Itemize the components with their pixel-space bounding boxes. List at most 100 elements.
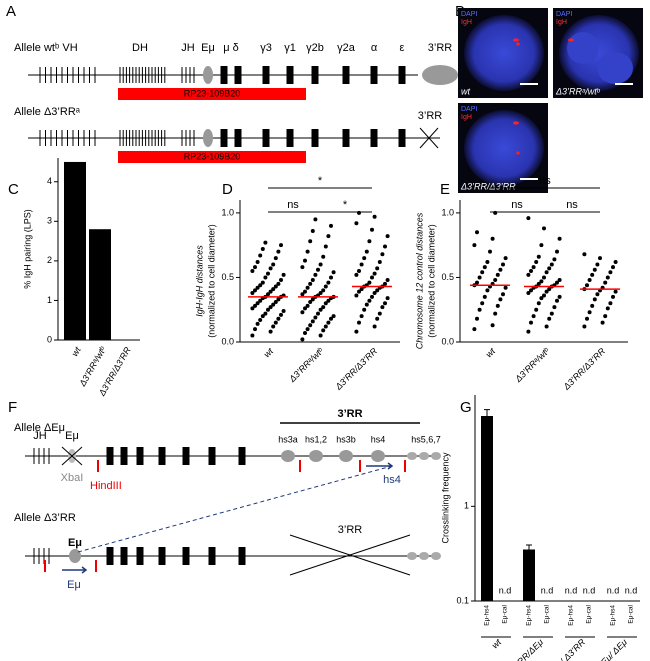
gene-box [106,547,114,565]
data-point [276,281,281,286]
data-point [268,289,273,294]
data-point [595,262,600,267]
hs-oval [431,552,441,560]
data-point [495,303,500,308]
deletion-cross [289,534,411,576]
gene-box [262,129,270,147]
bar [481,416,493,601]
data-point [308,323,313,328]
data-point [255,259,260,264]
data-point [260,314,265,319]
data-point [255,285,260,290]
hs-label: hs1,2 [305,434,327,444]
data-point [331,270,336,275]
data-point [318,307,323,312]
data-point [529,269,533,273]
igh-spot [516,151,520,155]
primer-label: Eμ [67,579,81,591]
value-label: n.d [565,585,578,595]
data-point [271,302,276,307]
data-point [544,289,549,294]
label: Eμ [65,430,79,442]
channel-label: DAPI [461,106,477,113]
data-point [279,278,283,283]
gene-box [136,447,144,465]
data-point [552,257,557,262]
data-point [477,275,482,280]
data-point [552,305,557,310]
label: Allele wtᵇ [14,42,59,54]
data-point [372,324,377,329]
data-point [276,297,281,302]
segment-label: γ3 [260,42,272,54]
gene-box [238,547,246,565]
data-point [273,284,278,289]
data-point [321,254,326,259]
segment-label: 3’RR [428,42,453,54]
data-point [613,289,618,294]
data-point [354,221,359,226]
hs-oval [407,452,417,460]
panel-letter: C [8,181,19,198]
gene-box [120,547,128,565]
data-point [250,269,255,273]
label: Eμ [68,537,82,549]
bac-bar [118,88,306,100]
panel-letter: D [222,181,233,198]
data-point [383,281,387,286]
data-point [300,265,305,270]
data-point [367,298,372,303]
data-point [367,239,372,244]
data-point [318,262,323,267]
data-point [354,272,359,277]
data-point [600,320,605,325]
data-point [503,256,508,261]
segment-label: DH [132,42,148,54]
igh-spot [513,38,519,42]
gene-box [182,547,190,565]
label: Allele Δ3’RRᵃ [14,106,81,118]
data-point [303,289,307,294]
gene-box [208,547,216,565]
data-point [273,256,278,261]
data-point [475,316,479,321]
data-point [271,324,276,329]
gene-box [398,129,406,147]
significance-label: * [318,175,323,187]
data-point [310,297,315,302]
data-point [268,266,273,271]
data-point [268,305,273,310]
data-point [480,301,485,306]
data-point [585,316,589,321]
x-tick-label: Eμ-hs4 [568,605,575,626]
data-point [608,270,613,275]
hs-oval [309,450,323,462]
gene-box [136,547,144,565]
gene-box [370,66,378,84]
hs-oval [431,452,441,460]
data-point [490,236,495,241]
panel-letter: G [460,399,472,416]
data-point [329,275,333,280]
deletion-cross [61,446,83,466]
y-axis-label: % IgH pairing (LPS) [22,209,32,289]
data-point [536,281,541,286]
data-point [357,320,361,325]
data-point [273,320,278,325]
data-point [539,279,544,284]
x-tick-label: Δ3’RRᵃ/wtᵇ [513,345,552,384]
data-point [266,271,270,276]
data-point [354,293,359,298]
x-tick-label: Eμ-hs4 [610,605,617,626]
data-point [310,228,315,233]
data-point [263,275,268,280]
hs-oval [419,552,429,560]
segment-label: γ2a [337,42,356,54]
x-tick-label: Eμ-hs4 [484,605,491,626]
data-point [547,287,552,292]
data-point [526,216,531,221]
data-point [603,314,608,319]
y-tick-label: 0 [47,334,52,344]
nucleus [464,15,544,91]
data-point [557,294,562,299]
